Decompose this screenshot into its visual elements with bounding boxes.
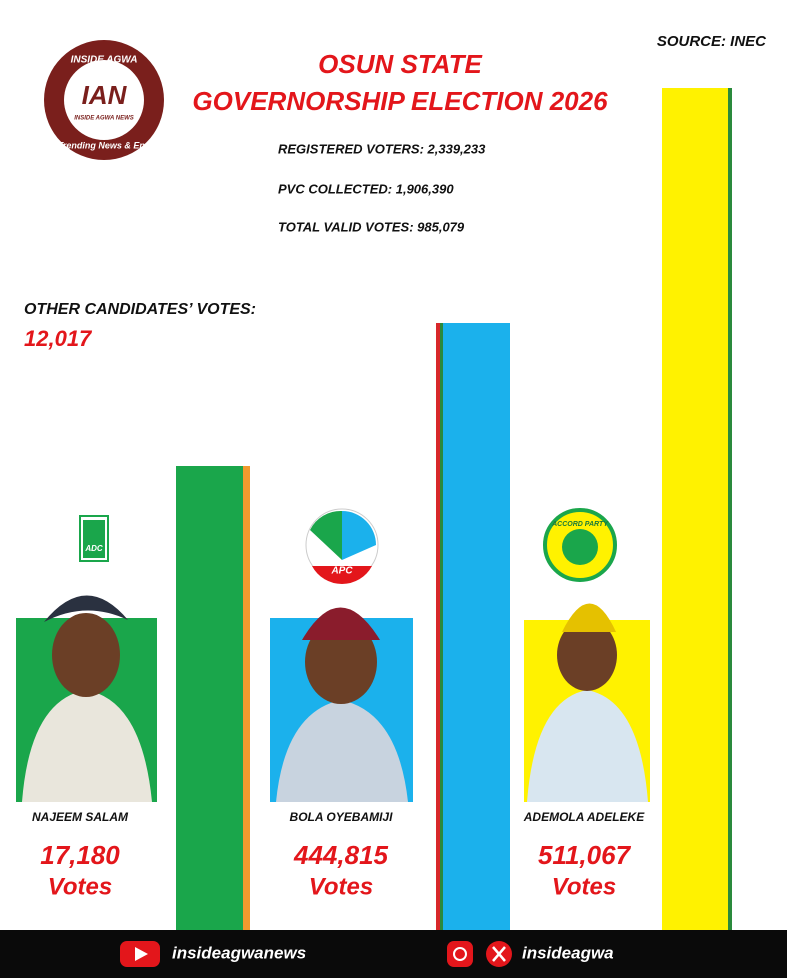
- photo-body: [22, 690, 152, 802]
- bar-edge: [728, 88, 732, 930]
- other-value: 12,017: [24, 326, 93, 351]
- party-logo: ACCORD PARTY: [543, 508, 617, 582]
- party-name: APC: [330, 566, 353, 577]
- stat: PVC COLLECTED: 1,906,390: [278, 181, 454, 196]
- bar-edge: [440, 323, 443, 930]
- bar: [662, 88, 732, 930]
- logo-sub: INSIDE AGWA NEWS: [74, 116, 134, 122]
- other-label: OTHER CANDIDATES’ VOTES:: [24, 301, 256, 318]
- photo-body: [276, 700, 408, 802]
- photo-head: [557, 619, 617, 691]
- logo-mark: IAN: [82, 80, 128, 110]
- logo-center: [64, 60, 144, 140]
- photo: [16, 595, 157, 802]
- logo: INSIDE AGWA IAN INSIDE AGWA NEWS Trendin…: [44, 40, 164, 160]
- bar-edge: [243, 466, 250, 930]
- photo-body: [527, 690, 648, 802]
- photo-cap: [44, 595, 128, 622]
- bar: [436, 323, 510, 930]
- footer: [0, 930, 787, 978]
- votes-unit: Votes: [309, 873, 373, 900]
- party-logo: ADC: [79, 515, 109, 562]
- youtube-play: [135, 947, 148, 961]
- instagram-icon[interactable]: [447, 941, 473, 967]
- logo-tagline: Trending News & Ent.: [58, 140, 151, 150]
- photo-cap: [562, 603, 616, 632]
- social-handle: insideagwa: [522, 943, 614, 962]
- stat: REGISTERED VOTERS: 2,339,233: [278, 141, 486, 156]
- votes-unit: Votes: [48, 873, 112, 900]
- party-logo: APC: [305, 508, 379, 584]
- logo-green: [310, 510, 342, 560]
- photo: [524, 603, 650, 802]
- candidate-votes: 17,180: [40, 840, 120, 870]
- candidate-votes: 511,067: [538, 840, 632, 870]
- candidate-name: ADEMOLA ADELEKE: [523, 810, 645, 824]
- party-name: ACCORD PARTY: [551, 521, 609, 528]
- votes-unit: Votes: [552, 873, 616, 900]
- photo: [270, 607, 413, 802]
- stat: TOTAL VALID VOTES: 985,079: [278, 219, 465, 234]
- logo-top: INSIDE AGWA: [71, 55, 138, 66]
- source: SOURCE: INEC: [657, 33, 767, 50]
- bar: [176, 466, 250, 930]
- instagram-lens: [453, 947, 467, 961]
- photo-cap: [302, 607, 380, 640]
- candidate-name: BOLA OYEBAMIJI: [290, 810, 394, 824]
- x-mark: [492, 946, 506, 962]
- title-line2: GOVERNORSHIP ELECTION 2026: [192, 86, 608, 116]
- photo-head: [305, 620, 377, 704]
- youtube-handle: insideagwanews: [172, 943, 306, 962]
- logo-fill: [83, 520, 105, 558]
- photo-head: [52, 613, 120, 697]
- title-line1: OSUN STATE: [318, 49, 482, 79]
- bar-edge: [436, 323, 440, 930]
- logo-red: [312, 566, 372, 584]
- logo-blue: [342, 511, 376, 560]
- logo-inner: [562, 529, 598, 565]
- candidate-name: NAJEEM SALAM: [32, 810, 129, 824]
- candidate-votes: 444,815: [293, 840, 389, 870]
- party-name: ADC: [84, 544, 103, 553]
